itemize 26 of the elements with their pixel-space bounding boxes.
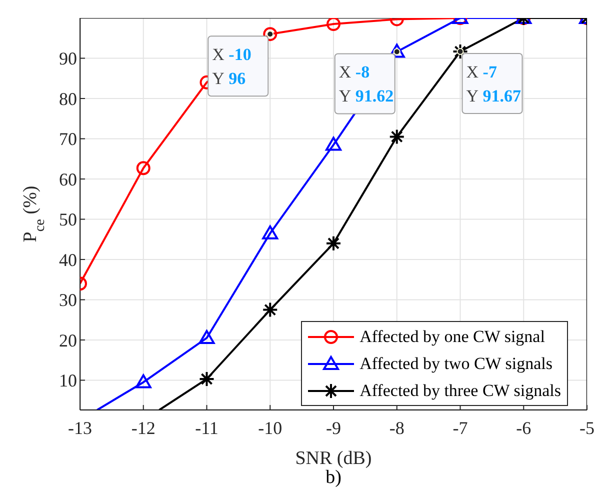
y-tick-label: 40 [59,250,77,270]
annotation: X -10 Y 96 [212,45,252,88]
y-tick-label: 20 [59,330,77,350]
annotation: X -8 Y 91.62 [338,62,394,106]
x-axis-title: SNR (dB) [295,448,372,469]
legend-label: Affected by two CW signals [360,354,553,374]
y-tick-label: 80 [59,88,77,109]
y-tick-label: 90 [59,48,77,69]
x-tick-label: -12 [131,418,156,438]
x-tick-label: -11 [195,418,218,438]
legend-label: Affected by one CW signal [360,326,545,346]
y-tick-label: 70 [59,129,77,150]
text: b) [326,467,342,488]
y-tick-label: 10 [59,370,77,391]
x-tick-label: -9 [326,418,341,438]
x-tick-label: -8 [389,418,404,438]
legend-label: Affected by three CW signals [360,380,561,400]
y-tick-label: 30 [59,290,77,310]
x-tick-label: -13 [68,418,92,438]
x-tick-label: -5 [580,418,594,438]
x-tick-label: -7 [452,418,468,438]
y-tick-label: 50 [59,210,77,230]
y-tick-label: 60 [59,169,77,190]
annotation: X -7 Y 91.67 [466,62,522,106]
x-tick-label: -10 [258,418,282,438]
x-tick-label: -6 [516,418,532,438]
